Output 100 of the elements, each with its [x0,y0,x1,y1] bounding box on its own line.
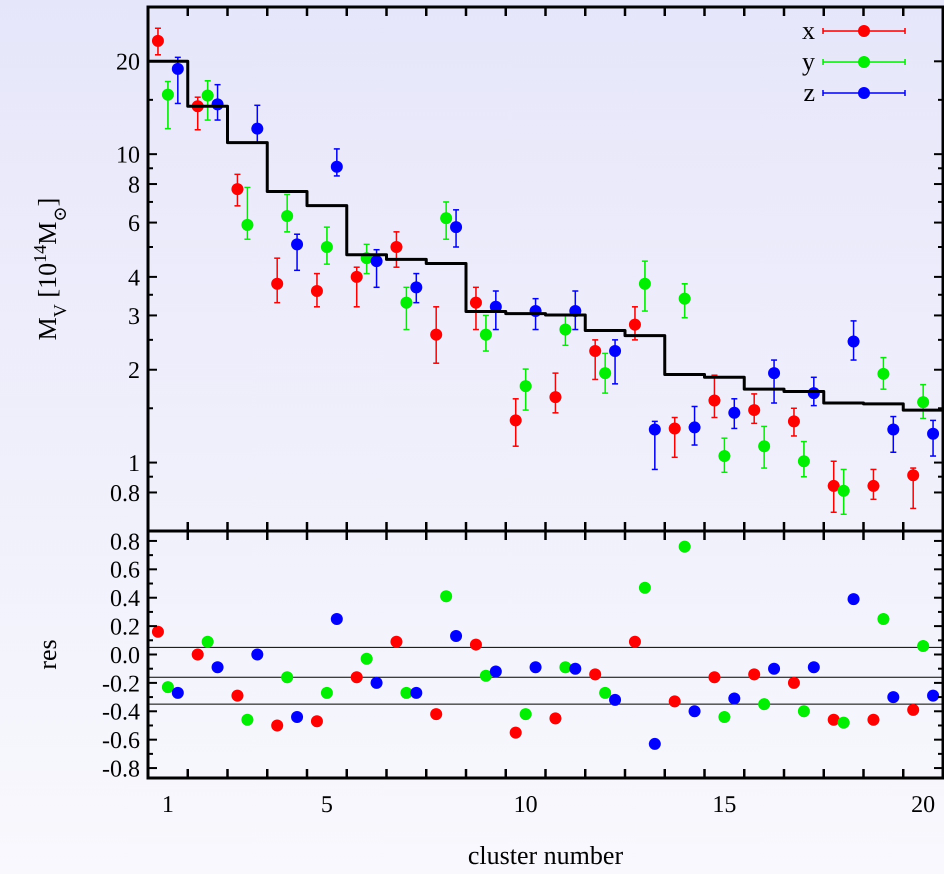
point [798,705,810,718]
point [927,428,940,440]
point [808,661,820,674]
point [688,705,701,718]
point [708,671,720,684]
point [828,480,840,492]
point [251,648,264,660]
y-tick-label: -0.2 [102,671,140,698]
point [162,88,174,101]
point [768,662,780,675]
point [609,345,622,358]
point [152,626,164,638]
point [291,710,304,723]
point [668,695,681,708]
point [390,241,402,253]
point [172,686,184,699]
point [628,318,641,331]
y-tick-label: 0.8 [110,529,140,556]
point [231,183,244,196]
point [599,367,612,380]
point [530,661,542,674]
point [440,212,452,224]
point [410,686,422,699]
y-tick-label: 0.4 [110,586,140,612]
point [350,671,363,684]
point [748,404,760,416]
point [400,296,412,309]
point [867,480,880,492]
point [718,710,730,723]
point [678,292,691,305]
point [410,281,422,294]
point [828,714,840,726]
point [838,716,850,729]
point [241,218,254,231]
point [788,676,800,689]
point [520,380,532,392]
point [599,686,612,699]
point [520,708,532,720]
point [192,648,204,660]
point [470,638,482,651]
point [172,62,184,75]
point [628,636,641,648]
y-tick-label: 4 [128,265,140,292]
point [758,698,770,710]
point [638,278,651,290]
legend-label: z [803,78,815,107]
y-tick-label: 1 [128,450,140,477]
point [917,396,930,408]
y-tick-label: 0.2 [110,614,140,641]
point [768,367,780,380]
y-tick-label: -0.4 [102,700,140,726]
point [838,484,850,497]
y-tick-label: 0.0 [110,642,140,669]
point [320,241,333,253]
point [350,270,363,283]
point [360,652,373,665]
point [152,34,164,47]
point [370,676,383,689]
point [480,328,492,341]
point [648,738,661,750]
point [668,422,681,434]
y-tick-label: 6 [128,210,140,237]
point [241,714,254,726]
point [510,726,522,739]
y-tick-label: 2 [128,358,140,384]
y-tick-label: 10 [116,142,140,169]
point [848,335,860,348]
point [788,415,800,428]
point [450,630,462,642]
point [320,686,333,699]
point [609,694,622,706]
point [330,613,343,626]
point [490,666,502,678]
point [589,668,602,680]
point [848,593,860,606]
point [549,712,562,724]
point [281,210,294,222]
x-tick-label: 15 [712,792,736,818]
y-tick-label: 0.8 [110,480,140,507]
legend-label: y [802,46,815,76]
point [202,89,214,102]
y-axis-title: res [33,639,62,670]
point [291,238,304,250]
point [758,440,770,452]
point [569,662,582,675]
point [231,690,244,702]
point [728,406,740,419]
point [162,681,174,694]
point [907,704,920,716]
y-tick-label: -0.6 [102,728,140,754]
point [510,414,522,426]
y-tick-label: 0.6 [110,558,140,584]
point [470,296,482,309]
point [310,715,323,728]
point [430,328,442,341]
point [648,424,661,436]
point [251,122,264,135]
point [748,668,760,680]
point [549,391,562,404]
point [281,671,294,684]
